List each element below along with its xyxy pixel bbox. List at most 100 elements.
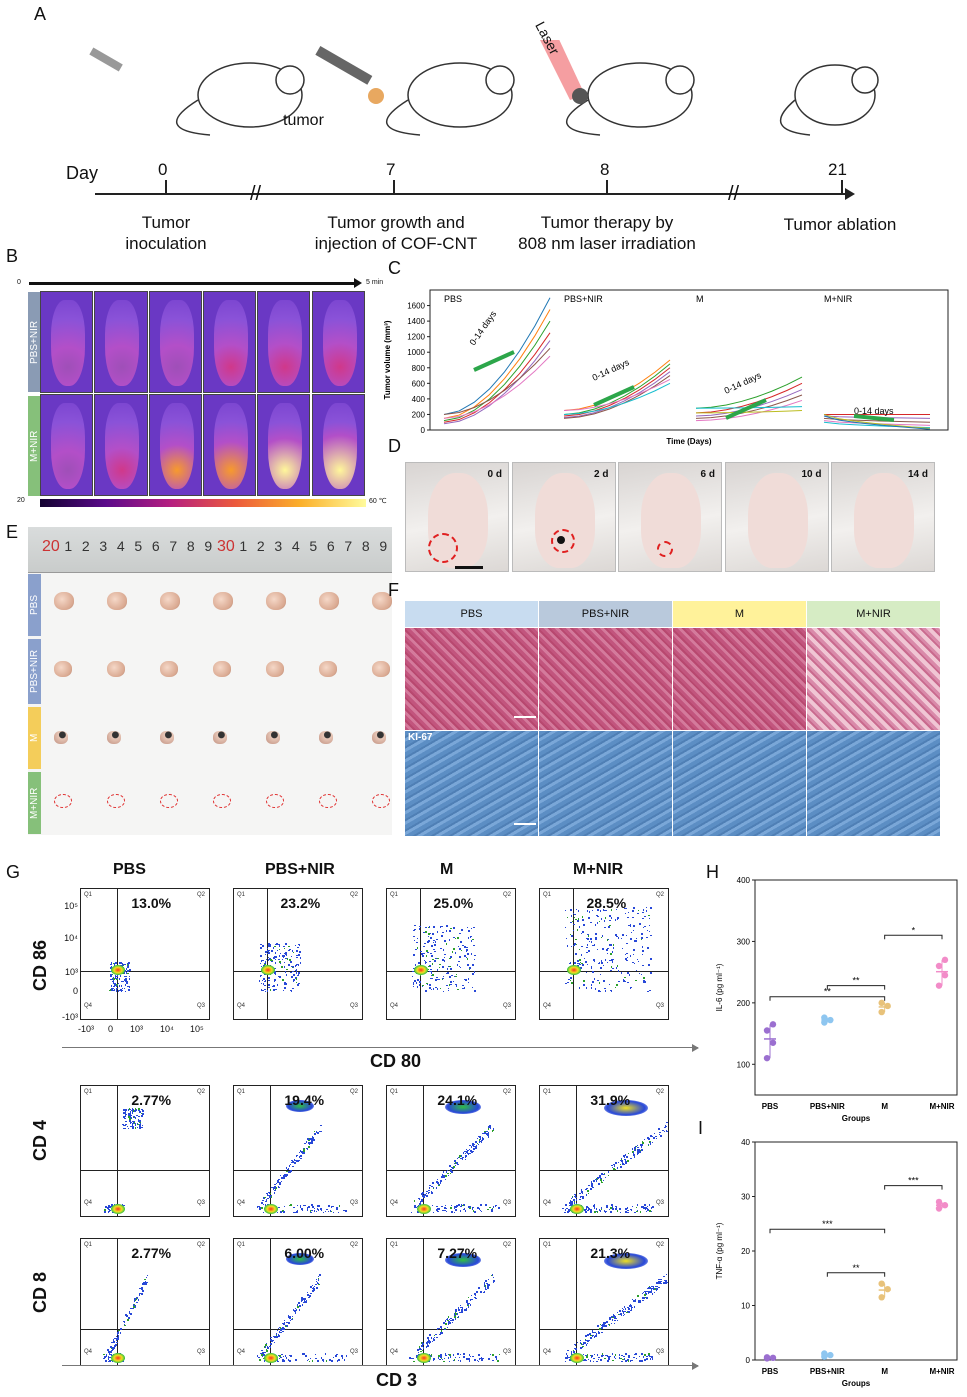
event-dot (589, 1333, 591, 1335)
event-dot (418, 1346, 421, 1348)
event-dot (665, 1282, 667, 1284)
excised-tumor (213, 731, 227, 744)
gate-percentage: 6.00% (284, 1245, 325, 1261)
event-dot (473, 1143, 476, 1146)
event-dot (304, 1204, 307, 1207)
significance-stars: * (912, 925, 916, 935)
event-dot (590, 1181, 593, 1183)
event-dot (295, 972, 298, 974)
event-dot (646, 1207, 649, 1210)
event-dot (283, 983, 286, 985)
event-dot (627, 1211, 630, 1214)
event-dot (116, 965, 119, 967)
event-dot (468, 1358, 470, 1360)
density-hotspot (264, 1353, 279, 1363)
event-dot (291, 950, 294, 952)
event-dot (432, 1187, 435, 1189)
gate-percentage: 31.9% (590, 1092, 631, 1108)
event-dot (581, 945, 583, 948)
event-dot (642, 909, 645, 911)
event-dot (491, 1274, 494, 1276)
event-dot (294, 1159, 297, 1162)
event-dot (287, 1167, 290, 1170)
event-dot (260, 965, 263, 968)
event-dot (467, 1152, 469, 1155)
event-dot (645, 910, 648, 912)
event-dot (620, 1165, 622, 1168)
event-dot (610, 1316, 613, 1318)
event-dot (644, 1359, 646, 1361)
event-dot (582, 1196, 585, 1198)
mice-illustrations (89, 40, 879, 136)
event-dot (469, 1207, 471, 1209)
event-dot (288, 949, 290, 952)
event-dot (279, 1355, 281, 1357)
event-dot (308, 1206, 310, 1208)
event-dot (126, 1125, 129, 1128)
event-dot (139, 1292, 141, 1295)
event-dot (627, 911, 630, 913)
event-dot (582, 1197, 584, 1199)
event-dot (647, 1290, 649, 1293)
event-dot (125, 1123, 127, 1126)
quadrant-label: Q4 (543, 1003, 552, 1009)
event-dot (131, 1109, 134, 1111)
quadrant-label: Q2 (196, 892, 205, 898)
event-dot (272, 1335, 275, 1338)
event-dot (648, 930, 651, 933)
event-dot (432, 1359, 435, 1361)
event-dot (586, 946, 588, 949)
event-dot (460, 1155, 462, 1157)
event-dot (580, 1204, 582, 1207)
event-dot (474, 1296, 476, 1299)
event-dot (438, 966, 441, 969)
event-dot (607, 938, 609, 940)
event-dot (610, 989, 612, 992)
event-dot (454, 937, 457, 940)
y-tick-label: 400 (412, 395, 426, 404)
quadrant-label: Q1 (390, 1242, 399, 1248)
panel-label-d: D (388, 436, 401, 456)
event-dot (130, 1117, 132, 1119)
event-dot (322, 1360, 325, 1362)
event-dot (137, 1123, 139, 1126)
event-dot (573, 1199, 575, 1201)
event-dot (628, 1308, 630, 1310)
event-dot (567, 1211, 569, 1213)
event-dot (262, 1351, 264, 1353)
event-dot (610, 1207, 612, 1209)
event-dot (418, 962, 421, 964)
excised-tumor (213, 592, 233, 610)
event-dot (416, 1354, 418, 1357)
excised-tumor (372, 661, 390, 678)
event-dot (664, 1126, 666, 1129)
quadrant-label: Q2 (349, 892, 358, 898)
event-dot (642, 1205, 645, 1208)
event-dot (466, 926, 469, 929)
event-dot (113, 1341, 116, 1343)
event-dot (665, 1273, 668, 1276)
event-dot (484, 1132, 487, 1135)
event-dot (132, 1109, 135, 1112)
event-dot (285, 954, 288, 956)
event-dot (314, 1353, 317, 1356)
event-dot (115, 1339, 118, 1342)
event-dot (487, 1285, 489, 1288)
event-dot (636, 1153, 639, 1155)
event-dot (649, 1291, 651, 1293)
event-dot (117, 1330, 120, 1332)
quadrant-label: Q4 (390, 1200, 399, 1206)
event-dot (271, 1355, 273, 1357)
quadrant-label: Q2 (655, 892, 664, 898)
quadrant-label: Q2 (502, 1089, 511, 1095)
event-dot (623, 1313, 626, 1316)
event-dot (288, 1322, 290, 1324)
event-dot (639, 1211, 642, 1213)
y-tick-label: 10⁵ (64, 901, 78, 911)
event-dot (626, 1207, 629, 1209)
event-dot (437, 957, 439, 960)
event-dot (259, 1208, 261, 1211)
event-dot (426, 950, 428, 952)
event-dot (584, 1341, 587, 1344)
event-dot (131, 1126, 134, 1128)
